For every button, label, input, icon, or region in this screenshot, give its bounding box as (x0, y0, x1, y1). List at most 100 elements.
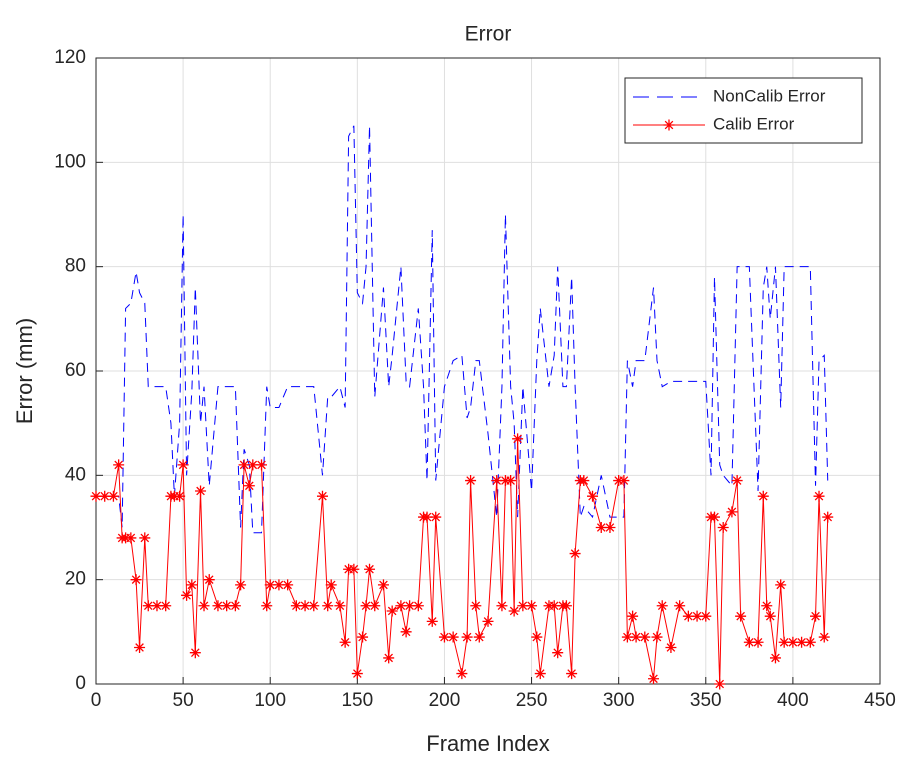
marker (548, 600, 560, 612)
marker (386, 605, 398, 617)
marker (552, 647, 564, 659)
marker (621, 631, 633, 643)
marker (130, 574, 142, 586)
marker (708, 511, 720, 523)
legend-label: Calib Error (713, 114, 795, 133)
marker (181, 589, 193, 601)
marker (630, 631, 642, 643)
marker (198, 600, 210, 612)
marker (139, 532, 151, 544)
marker (113, 459, 125, 471)
marker (700, 610, 712, 622)
marker (508, 605, 520, 617)
marker (512, 433, 524, 445)
marker (674, 600, 686, 612)
x-tick-label: 450 (864, 690, 896, 711)
marker (235, 579, 247, 591)
marker (743, 636, 755, 648)
marker (534, 668, 546, 680)
marker (299, 600, 311, 612)
marker (348, 563, 360, 575)
y-tick-label: 0 (75, 673, 86, 694)
marker (134, 641, 146, 653)
marker (775, 579, 787, 591)
marker (160, 600, 172, 612)
x-tick-label: 350 (690, 690, 722, 711)
marker (822, 511, 834, 523)
marker (764, 610, 776, 622)
marker (247, 459, 259, 471)
marker (456, 668, 468, 680)
y-tick-label: 20 (65, 569, 86, 590)
marker (383, 652, 395, 664)
marker (142, 600, 154, 612)
marker (364, 563, 376, 575)
marker (787, 636, 799, 648)
marker (316, 490, 328, 502)
y-tick-label: 100 (54, 151, 86, 172)
marker (796, 636, 808, 648)
marker (714, 678, 726, 690)
marker (377, 579, 389, 591)
marker (273, 579, 285, 591)
marker (447, 631, 459, 643)
marker (496, 600, 508, 612)
marker (186, 579, 198, 591)
marker (717, 522, 729, 533)
marker (735, 610, 747, 622)
marker (761, 600, 773, 612)
marker (290, 600, 302, 612)
marker (90, 490, 102, 502)
marker (505, 475, 517, 487)
marker (818, 631, 830, 643)
marker (465, 475, 477, 487)
marker (757, 490, 769, 502)
marker (769, 652, 781, 664)
marker (243, 480, 255, 492)
marker (177, 459, 189, 471)
marker (426, 615, 438, 627)
marker (491, 475, 503, 487)
marker (618, 475, 630, 487)
x-axis-label: Frame Index (426, 731, 550, 756)
marker (569, 548, 581, 560)
marker (99, 490, 111, 502)
marker (627, 610, 639, 622)
marker (752, 636, 764, 648)
legend-box (624, 77, 863, 144)
marker (604, 522, 616, 533)
marker (810, 610, 822, 622)
marker (473, 631, 485, 643)
series-line (96, 125, 829, 534)
marker (461, 631, 473, 643)
x-tick-label: 400 (777, 690, 809, 711)
x-tick-label: 0 (91, 690, 102, 711)
marker (189, 647, 201, 659)
marker (656, 600, 668, 612)
marker (229, 600, 241, 612)
marker (264, 579, 276, 591)
marker (351, 668, 363, 680)
marker (531, 631, 543, 643)
y-tick-label: 40 (65, 464, 86, 485)
axes-box (95, 57, 881, 685)
marker (261, 600, 273, 612)
marker (421, 511, 433, 523)
marker (256, 459, 268, 471)
marker (404, 600, 416, 612)
marker (639, 631, 651, 643)
x-tick-label: 250 (516, 690, 548, 711)
marker (322, 600, 334, 612)
marker (526, 600, 538, 612)
marker (726, 506, 738, 518)
marker (325, 579, 337, 591)
marker (778, 636, 790, 648)
marker (203, 574, 215, 586)
marker (174, 490, 186, 502)
marker (804, 636, 816, 648)
legend-label: NonCalib Error (713, 86, 826, 105)
marker (430, 511, 442, 523)
marker (151, 600, 163, 612)
marker (470, 600, 482, 612)
